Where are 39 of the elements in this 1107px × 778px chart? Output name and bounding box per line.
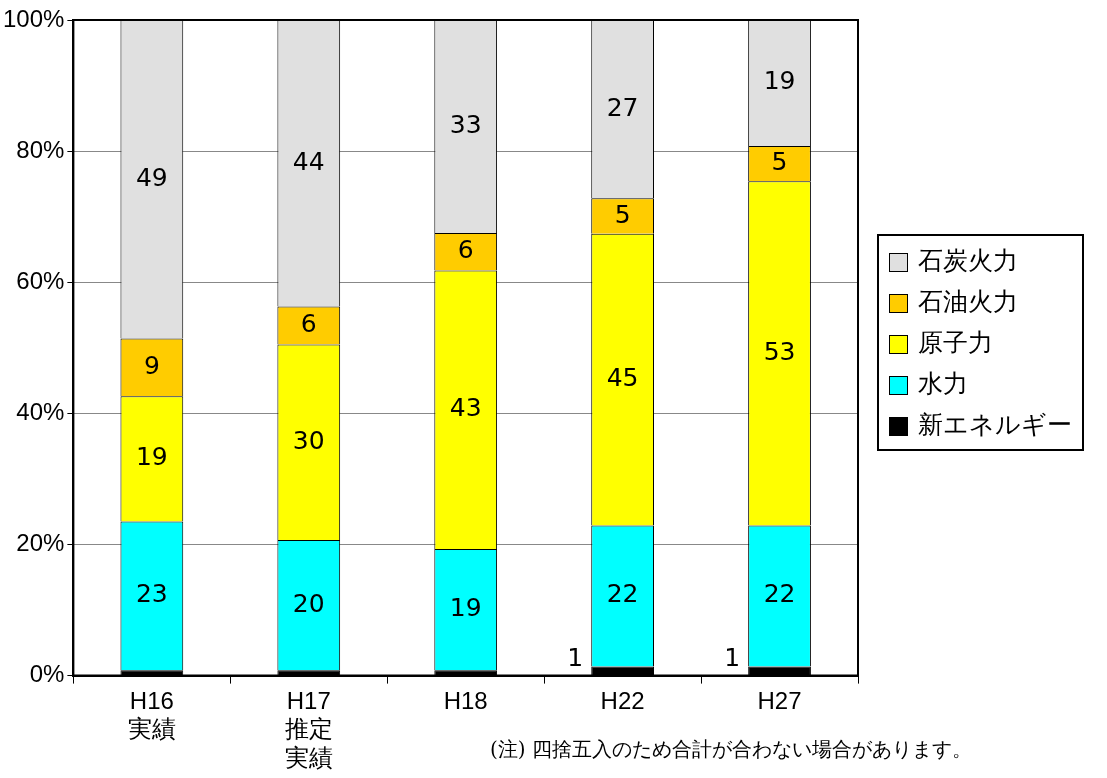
y-tick-label: 100% (2, 4, 65, 32)
data-label: 6 (300, 309, 317, 339)
legend-label: 原子力 (918, 328, 993, 357)
x-tick-label: H22 (600, 686, 645, 714)
legend-label: 水力 (918, 369, 968, 398)
y-tick-label: 80% (16, 135, 65, 163)
data-label: 20 (292, 588, 325, 618)
data-label: 5 (771, 147, 788, 177)
x-tick-label: H17推定実績 (284, 686, 333, 772)
y-tick-label: 0% (29, 660, 65, 688)
data-label: 53 (763, 336, 796, 366)
data-label: 6 (457, 235, 474, 265)
data-label: 22 (606, 579, 639, 609)
data-label: 19 (135, 442, 168, 472)
data-label: 33 (449, 110, 482, 140)
legend-label: 石油火力 (918, 287, 1018, 316)
y-tick-label: 20% (16, 529, 65, 557)
legend-label: 新エネルギー (918, 410, 1072, 439)
data-label: 23 (135, 579, 168, 609)
data-label: 9 (143, 350, 160, 380)
data-label: 45 (606, 363, 639, 393)
legend-label: 石炭火力 (918, 246, 1018, 275)
data-label: 27 (606, 92, 639, 122)
data-label: 1 (724, 642, 741, 672)
x-tick-label: H16実績 (127, 686, 176, 743)
x-tick-label: H18 (443, 686, 488, 714)
data-label: 44 (292, 146, 325, 176)
data-label: 30 (292, 425, 325, 455)
data-label: 19 (763, 66, 796, 96)
data-label: 5 (614, 199, 631, 229)
y-tick-label: 60% (16, 266, 65, 294)
data-label: 22 (763, 579, 796, 609)
y-tick-label: 40% (16, 397, 65, 425)
data-label: 43 (449, 393, 482, 423)
data-label: 1 (567, 642, 584, 672)
text: (注) 四捨五入のため合計が合わない場合があります。 (490, 736, 972, 763)
data-label: 49 (135, 162, 168, 192)
data-label: 19 (449, 593, 482, 623)
x-tick-label: H27 (757, 686, 802, 714)
